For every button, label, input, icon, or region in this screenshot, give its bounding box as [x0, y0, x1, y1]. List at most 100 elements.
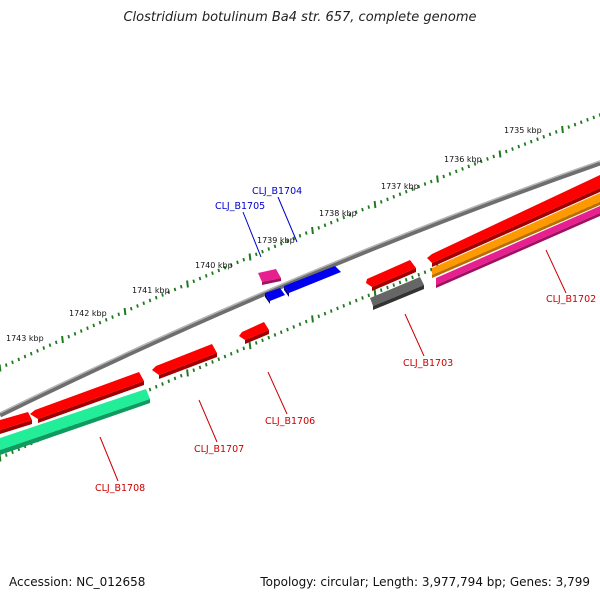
inner-ruler-tick [292, 325, 296, 329]
inner-ruler-tick [304, 319, 308, 324]
outer-ruler-tick [467, 164, 471, 169]
label-clj-b1703: CLJ_B1703 [403, 358, 453, 369]
outer-ruler-tick [417, 184, 421, 189]
gene-clj-b1702-orange[interactable] [432, 193, 600, 278]
outer-ruler-tick [4, 363, 8, 367]
outer-ruler-tick [286, 239, 289, 243]
ruler-label-1735: 1735 kbp [504, 126, 542, 135]
outer-ruler-tick [411, 187, 414, 191]
outer-ruler-tick [454, 169, 458, 174]
inner-ruler-tick [279, 330, 283, 335]
outer-ruler-tick [117, 312, 121, 317]
outer-ruler-tick [342, 215, 346, 220]
outer-ruler-tick [592, 115, 596, 120]
gene-clj-b1708-green[interactable] [0, 389, 150, 455]
outer-ruler-tick [554, 130, 558, 134]
outer-ruler-tick [67, 334, 71, 339]
outer-ruler-tick [579, 120, 583, 125]
label-clj-b1706: CLJ_B1706 [265, 416, 315, 427]
inner-ruler-tick [298, 322, 302, 327]
outer-ruler-tick [104, 318, 108, 322]
outer-ruler-tick [236, 260, 239, 265]
inner-ruler-tick [348, 301, 352, 305]
outer-ruler-tick [161, 293, 164, 297]
outer-ruler-tick [523, 142, 527, 146]
outer-ruler-tick [448, 172, 452, 176]
outer-ruler-tick [173, 287, 177, 292]
outer-ruler-tick [567, 125, 571, 129]
outer-ruler-tick [248, 253, 252, 261]
outer-ruler-tick [361, 207, 364, 212]
inner-ruler-tick [336, 306, 339, 311]
outer-ruler-tick [98, 320, 102, 325]
outer-ruler-tick [386, 197, 389, 202]
outer-ruler-tick [123, 307, 127, 316]
genome-backbone [0, 160, 600, 418]
outer-ruler-tick [298, 233, 302, 238]
outer-ruler-tick [86, 326, 89, 331]
inner-ruler-tick [242, 346, 246, 351]
accession-text: Accession: NC_012658 [9, 575, 146, 589]
outer-ruler-tick [142, 301, 146, 306]
outer-ruler-tick [492, 154, 496, 159]
inner-ruler-tick [392, 283, 396, 287]
outer-ruler-tick [473, 162, 477, 166]
ruler-label-1743: 1743 kbp [6, 334, 44, 343]
gene-clj-b1702-pink[interactable] [436, 206, 600, 288]
outer-ruler-tick [561, 125, 564, 134]
gene-clj-b1703-gray[interactable] [370, 277, 424, 310]
inner-ruler-tick [367, 293, 371, 298]
inner-ruler-tick [404, 278, 408, 282]
outer-ruler-tick [323, 223, 327, 228]
inner-ruler-tick [379, 288, 383, 292]
gene-clj-b1708-left[interactable] [0, 412, 32, 434]
leader-clj-b1705 [242, 211, 262, 258]
outer-ruler-tick [136, 304, 139, 308]
gene-clj-b1702[interactable] [427, 175, 600, 267]
gene-clj-b1704-b[interactable] [265, 288, 285, 304]
gene-clj-b1708[interactable] [30, 372, 144, 423]
leader-clj-b1704 [277, 196, 298, 243]
outer-ruler-tick [398, 192, 402, 197]
gene-clj-b1705[interactable] [258, 269, 281, 285]
gene-clj-b1703[interactable] [366, 260, 416, 291]
outer-ruler-tick [586, 117, 589, 122]
gene-clj-b1707[interactable] [152, 344, 217, 379]
inner-ruler-tick [192, 368, 196, 373]
outer-ruler-tick [548, 132, 552, 137]
outer-ruler-tick [148, 298, 152, 303]
ruler-label-1739: 1739 kbp [257, 236, 295, 245]
inner-ruler-tick [398, 280, 402, 285]
outer-ruler-tick [486, 157, 489, 161]
outer-ruler-tick [254, 252, 258, 257]
inner-ruler-tick [198, 365, 202, 370]
topology-summary: Topology: circular; Length: 3,977,794 bp… [260, 575, 590, 589]
label-clj-b1702: CLJ_B1702 [546, 294, 596, 305]
inner-ruler-tick [342, 303, 346, 308]
genome-backbone-highlight [0, 160, 600, 414]
inner-ruler-tick [286, 327, 289, 332]
outer-ruler-tick [73, 332, 77, 336]
gene-clj-b1704[interactable] [284, 266, 341, 297]
outer-ruler-tick [367, 205, 371, 209]
outer-ruler-tick [154, 295, 158, 300]
inner-ruler-tick [217, 357, 221, 362]
outer-ruler-tick [392, 194, 396, 199]
outer-ruler-ticks [0, 113, 600, 372]
ruler-label-1741: 1741 kbp [132, 286, 170, 295]
inner-ruler-tick [386, 285, 389, 290]
outer-ruler-tick [17, 357, 21, 362]
gene-clj-b1706[interactable] [239, 322, 269, 344]
inner-ruler-tick [223, 354, 227, 359]
outer-ruler-tick [198, 276, 202, 281]
outer-ruler-tick [267, 247, 271, 251]
label-clj-b1705: CLJ_B1705 [215, 201, 265, 212]
inner-ruler-tick [236, 349, 239, 353]
label-clj-b1707: CLJ_B1707 [194, 444, 244, 455]
inner-ruler-tick [204, 362, 208, 367]
ruler-label-1738: 1738 kbp [319, 209, 357, 218]
outer-ruler-tick [436, 175, 439, 183]
inner-ruler-tick [248, 342, 252, 350]
outer-ruler-tick [261, 249, 264, 254]
